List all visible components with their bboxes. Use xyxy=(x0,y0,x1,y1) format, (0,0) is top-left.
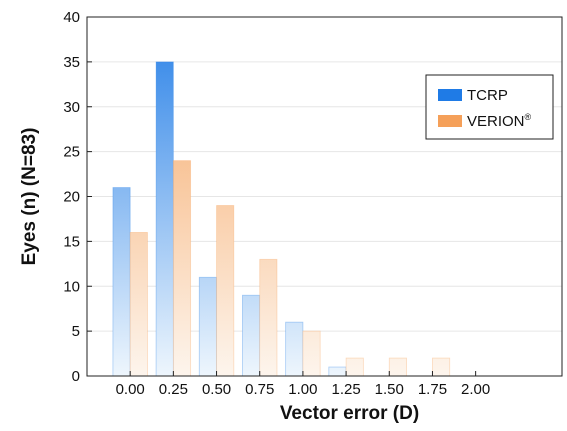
x-axis-title: Vector error (D) xyxy=(280,403,419,424)
x-tick-label: 0.50 xyxy=(202,381,231,398)
axis-ticks: 0 5 10 15 20 25 30 35 40 0.00 0.25 0.50 0.75 1.00 1.25… xyxy=(63,9,490,398)
bar-tcrp-0-25 xyxy=(155,61,174,377)
legend-label-verion: VERION® xyxy=(467,112,532,130)
bar-verion-0-00 xyxy=(129,231,148,377)
x-tick-label: 1.00 xyxy=(288,381,317,398)
x-tick-label: 1.50 xyxy=(375,381,404,398)
legend-swatch-tcrp xyxy=(438,89,462,101)
y-tick-label: 15 xyxy=(63,233,80,250)
legend-label-tcrp: TCRP xyxy=(467,87,508,104)
bar-tcrp-0-75 xyxy=(242,294,261,377)
bar-verion-0-25 xyxy=(172,160,192,377)
bar-tcrp-1-25 xyxy=(328,366,347,377)
x-tick-label: 2.00 xyxy=(461,381,490,398)
y-tick-label: 20 xyxy=(63,189,80,206)
legend-swatch-verion xyxy=(438,115,462,127)
x-tick-label: 0.00 xyxy=(116,381,145,398)
y-tick-label: 30 xyxy=(63,99,80,116)
legend-label-verion-text: VERION xyxy=(467,113,525,130)
y-tick-label: 0 xyxy=(72,368,80,385)
x-tick-label: 1.75 xyxy=(418,381,447,398)
y-tick-label: 25 xyxy=(63,144,80,161)
bar-tcrp-1-00 xyxy=(285,321,304,377)
bar-verion-0-75 xyxy=(259,258,278,377)
legend: TCRP VERION® xyxy=(425,74,554,140)
bar-verion-1-25 xyxy=(345,357,364,377)
y-tick-label: 40 xyxy=(63,9,80,26)
bar-verion-1-75 xyxy=(432,357,451,377)
x-tick-label: 0.75 xyxy=(245,381,274,398)
y-axis-title: Eyes (n) (N=83) xyxy=(19,128,40,266)
x-tick-label: 1.25 xyxy=(331,381,360,398)
legend-label-verion-registered-mark: ® xyxy=(525,112,532,122)
bar-verion-0-50 xyxy=(216,205,235,377)
bar-verion-1-50 xyxy=(388,357,407,377)
y-tick-label: 5 xyxy=(72,323,80,340)
bar-verion-1-00 xyxy=(302,330,321,377)
bar-tcrp-0-00 xyxy=(112,187,131,377)
legend-box xyxy=(425,74,554,140)
bars xyxy=(112,61,451,377)
y-tick-label: 10 xyxy=(63,278,80,295)
y-tick-label: 35 xyxy=(63,54,80,71)
legend-label-tcrp-text: TCRP xyxy=(467,87,508,104)
bar-tcrp-0-50 xyxy=(198,276,217,377)
x-tick-label: 0.25 xyxy=(159,381,188,398)
